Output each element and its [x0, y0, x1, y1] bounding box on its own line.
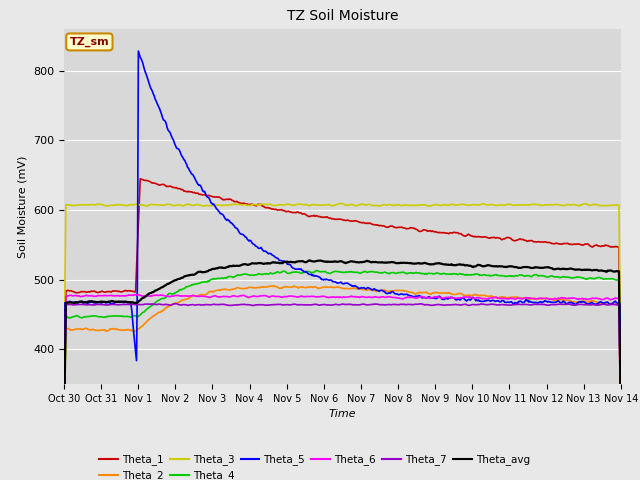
Title: TZ Soil Moisture: TZ Soil Moisture	[287, 10, 398, 24]
Theta_2	[60, 446, 68, 452]
Theta_avg	[60, 430, 68, 436]
Theta_5	[389, 289, 397, 295]
Theta_7	[617, 431, 625, 437]
Theta_5	[204, 194, 212, 200]
Theta_1	[480, 234, 488, 240]
Theta_1	[389, 224, 397, 229]
Theta_1	[617, 397, 625, 403]
Theta_3	[204, 203, 211, 208]
Line: Theta_1: Theta_1	[64, 179, 621, 426]
Theta_3	[433, 202, 440, 207]
Theta_4	[389, 270, 397, 276]
Theta_avg	[159, 284, 166, 290]
Line: Theta_3: Theta_3	[64, 204, 621, 374]
Theta_5	[433, 296, 440, 301]
Theta_3	[312, 202, 320, 208]
Theta_2	[313, 285, 321, 290]
Theta_6	[131, 292, 138, 298]
Theta_5	[617, 408, 625, 414]
Theta_7	[173, 301, 180, 307]
Theta_6	[389, 295, 397, 300]
Theta_7	[433, 302, 440, 308]
Line: Theta_6: Theta_6	[64, 295, 621, 430]
Theta_2	[204, 291, 211, 297]
Theta_avg	[480, 263, 488, 269]
Theta_5	[159, 117, 167, 123]
Theta_4	[480, 272, 488, 277]
Theta_2	[270, 283, 278, 289]
Theta_1	[313, 213, 321, 219]
Theta_3	[480, 201, 488, 207]
Theta_3	[389, 203, 397, 208]
Theta_4	[313, 268, 321, 274]
Theta_5	[134, 48, 142, 54]
Theta_6	[159, 293, 167, 299]
Theta_7	[389, 301, 397, 307]
Theta_2	[433, 289, 440, 295]
Theta_1	[60, 423, 68, 429]
Theta_6	[617, 427, 625, 433]
Theta_avg	[313, 258, 321, 264]
Theta_4	[617, 417, 625, 422]
Theta_2	[480, 292, 488, 298]
Theta_1	[136, 176, 144, 181]
Theta_4	[312, 268, 320, 274]
Line: Theta_4: Theta_4	[64, 271, 621, 440]
Theta_avg	[617, 411, 625, 417]
Legend: Theta_1, Theta_2, Theta_3, Theta_4, Theta_5, Theta_6, Theta_7, Theta_avg: Theta_1, Theta_2, Theta_3, Theta_4, Thet…	[95, 450, 534, 480]
Theta_6	[60, 426, 68, 432]
Theta_4	[204, 279, 211, 285]
Theta_3	[337, 201, 345, 206]
Theta_2	[159, 308, 166, 314]
Theta_2	[617, 430, 625, 436]
Theta_3	[617, 372, 625, 377]
Theta_avg	[204, 269, 211, 275]
Theta_1	[433, 229, 440, 235]
Theta_avg	[389, 259, 397, 265]
Theta_7	[480, 301, 488, 307]
Theta_7	[204, 302, 212, 308]
Theta_7	[313, 301, 321, 307]
Theta_3	[159, 203, 166, 208]
Theta_7	[159, 302, 166, 308]
Theta_avg	[433, 261, 440, 266]
Theta_avg	[305, 257, 313, 263]
Line: Theta_2: Theta_2	[64, 286, 621, 449]
Theta_6	[480, 296, 488, 301]
Theta_5	[480, 299, 488, 304]
Theta_1	[159, 181, 167, 187]
Theta_7	[60, 431, 68, 437]
Theta_4	[60, 437, 68, 443]
Theta_4	[159, 296, 166, 301]
Theta_5	[313, 273, 321, 279]
Theta_4	[433, 270, 440, 276]
Text: TZ_sm: TZ_sm	[70, 37, 109, 47]
X-axis label: Time: Time	[328, 409, 356, 419]
Line: Theta_7: Theta_7	[64, 304, 621, 434]
Theta_5	[60, 408, 68, 414]
Theta_6	[433, 294, 440, 300]
Theta_6	[313, 294, 321, 300]
Theta_6	[204, 294, 212, 300]
Theta_1	[204, 192, 212, 198]
Y-axis label: Soil Moisture (mV): Soil Moisture (mV)	[17, 155, 28, 258]
Theta_3	[60, 371, 68, 377]
Theta_2	[389, 288, 397, 294]
Line: Theta_5: Theta_5	[64, 51, 621, 411]
Line: Theta_avg: Theta_avg	[64, 260, 621, 433]
